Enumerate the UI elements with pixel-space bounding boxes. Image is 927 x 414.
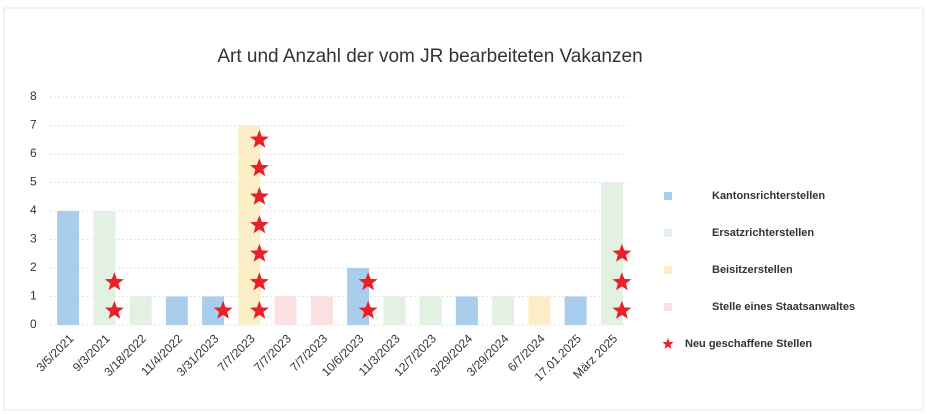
- bar: [93, 211, 116, 325]
- y-tick-label: 0: [30, 317, 37, 331]
- legend-label: Neu geschaffene Stellen: [685, 338, 812, 350]
- bar: [347, 268, 370, 325]
- star: [249, 158, 269, 177]
- star: [249, 243, 269, 262]
- legend-label: Beisitzerstellen: [712, 264, 793, 276]
- legend-swatch: [664, 229, 672, 237]
- y-tick-label: 7: [30, 118, 37, 132]
- star: [612, 243, 632, 262]
- bar: [310, 296, 333, 325]
- bar: [492, 296, 515, 325]
- bar: [165, 296, 188, 325]
- y-tick-label: 2: [30, 260, 37, 274]
- bar: [383, 296, 406, 325]
- bar: [57, 211, 80, 325]
- star-group: [249, 129, 269, 319]
- bar: [455, 296, 478, 325]
- bar: [274, 296, 297, 325]
- legend-label: Ersatzrichterstellen: [712, 227, 814, 239]
- star-group: [213, 300, 233, 319]
- y-tick-label: 6: [30, 146, 37, 160]
- bar: [528, 296, 551, 325]
- star: [104, 300, 124, 319]
- bar: [564, 296, 587, 325]
- legend-swatch: [664, 192, 672, 200]
- legend-swatch: [664, 303, 672, 311]
- frame: [3, 7, 924, 411]
- legend-label: Kantonsrichterstellen: [712, 190, 825, 202]
- y-tick-label: 4: [30, 203, 37, 217]
- star: [612, 272, 632, 291]
- y-tick-label: 5: [30, 175, 37, 189]
- star: [358, 272, 378, 291]
- star-group: [612, 243, 632, 319]
- star: [358, 300, 378, 319]
- star: [249, 186, 269, 205]
- chart-title: Art und Anzahl der vom JR bearbeiteten V…: [217, 46, 642, 67]
- star-group: [104, 272, 124, 319]
- bar: [419, 296, 442, 325]
- star: [249, 215, 269, 234]
- star-group: [358, 272, 378, 319]
- star: [213, 300, 233, 319]
- bar: [202, 296, 225, 325]
- star: [249, 129, 269, 148]
- star: [249, 300, 269, 319]
- star: [249, 272, 269, 291]
- y-tick-label: 8: [30, 89, 37, 103]
- star: [104, 272, 124, 291]
- y-tick-label: 1: [30, 289, 37, 303]
- legend-swatch: [664, 266, 672, 274]
- legend-label: Stelle eines Staatsanwaltes: [712, 301, 855, 313]
- bar: [129, 296, 152, 325]
- legend-swatch: [662, 338, 674, 349]
- y-tick-label: 3: [30, 232, 37, 246]
- star: [612, 300, 632, 319]
